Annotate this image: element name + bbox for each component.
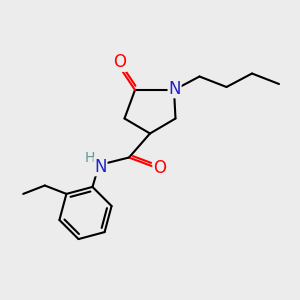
Text: N: N (168, 80, 181, 98)
Text: H: H (85, 152, 95, 165)
Text: O: O (153, 159, 166, 177)
Text: N: N (94, 158, 107, 175)
Text: O: O (113, 53, 127, 71)
